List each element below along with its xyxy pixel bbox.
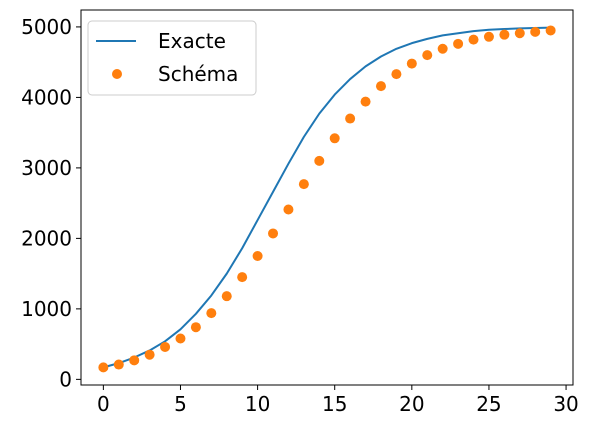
- y-tick-label: 4000: [21, 85, 72, 109]
- x-tick-label: 15: [322, 392, 347, 416]
- x-tick-label: 5: [174, 392, 187, 416]
- series-point-schema-22: [437, 43, 448, 54]
- series-point-schema-27: [514, 28, 525, 39]
- series-point-schema-2: [129, 355, 140, 366]
- series-point-schema-8: [221, 291, 232, 302]
- series-point-schema-11: [268, 228, 279, 239]
- legend-label-exacte: Exacte: [158, 29, 226, 53]
- legend-label-schema: Schéma: [158, 62, 238, 86]
- x-tick-label: 20: [399, 392, 424, 416]
- series-point-schema-23: [453, 38, 464, 49]
- series-point-schema-21: [422, 50, 433, 61]
- x-tick-label: 25: [476, 392, 501, 416]
- series-point-schema-19: [391, 69, 402, 80]
- series-point-schema-7: [206, 308, 217, 319]
- x-tick-label: 30: [553, 392, 578, 416]
- series-point-schema-25: [483, 31, 494, 42]
- y-axis: 0 1000 2000 3000 4000 5000: [21, 15, 81, 391]
- y-tick-label: 2000: [21, 226, 72, 250]
- series-point-schema-18: [375, 81, 386, 92]
- series-point-schema-10: [252, 251, 263, 262]
- series-point-schema-3: [144, 349, 155, 360]
- series-point-schema-1: [113, 359, 124, 370]
- series-point-schema-28: [530, 26, 541, 37]
- series-layer: [98, 25, 556, 373]
- y-tick-label: 5000: [21, 15, 72, 39]
- series-point-schema-5: [175, 333, 186, 344]
- plot-frame: [80, 9, 574, 386]
- y-tick-label: 0: [59, 367, 72, 391]
- series-point-schema-24: [468, 34, 479, 45]
- series-point-schema-26: [499, 29, 510, 40]
- series-point-schema-6: [190, 322, 201, 333]
- series-line-exacte: [102, 26, 552, 369]
- legend-box: [87, 20, 257, 96]
- series-point-schema-0: [98, 362, 109, 373]
- series-point-schema-4: [160, 341, 171, 352]
- series-point-schema-17: [360, 96, 371, 107]
- series-point-schema-12: [283, 204, 294, 215]
- series-point-schema-14: [314, 155, 325, 166]
- y-tick-label: 1000: [21, 297, 72, 321]
- series-point-schema-9: [237, 272, 248, 283]
- legend-swatch-schema: [112, 69, 122, 79]
- y-tick-label: 3000: [21, 156, 72, 180]
- series-point-schema-13: [298, 179, 309, 190]
- x-tick-label: 10: [245, 392, 270, 416]
- legend: Exacte Schéma: [87, 20, 257, 96]
- x-tick-label: 0: [97, 392, 110, 416]
- x-axis: 0 5 10 15 20 25 30: [97, 385, 579, 416]
- series-point-schema-15: [329, 133, 340, 144]
- series-point-schema-20: [406, 58, 417, 69]
- series-point-schema-29: [545, 25, 556, 36]
- series-point-schema-16: [345, 113, 356, 124]
